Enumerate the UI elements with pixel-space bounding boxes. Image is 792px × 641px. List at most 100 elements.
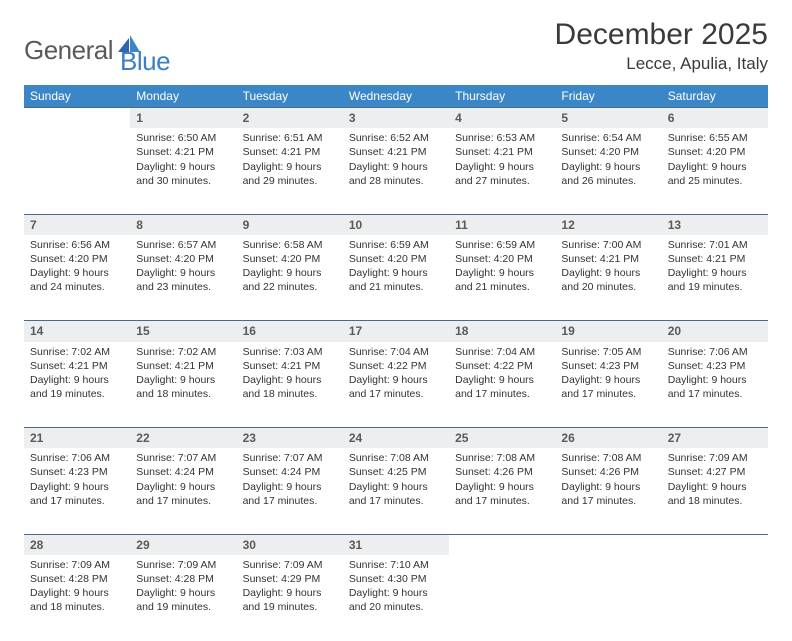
daylight-text: Daylight: 9 hours and 23 minutes. — [136, 266, 230, 294]
daylight-text: Daylight: 9 hours and 30 minutes. — [136, 160, 230, 188]
daylight-text: Daylight: 9 hours and 17 minutes. — [455, 480, 549, 508]
sunset-text: Sunset: 4:24 PM — [243, 465, 337, 479]
day-number-cell — [555, 534, 661, 555]
day-body-cell: Sunrise: 7:08 AMSunset: 4:25 PMDaylight:… — [343, 448, 449, 534]
day-number-cell: 30 — [237, 534, 343, 555]
sunset-text: Sunset: 4:20 PM — [136, 252, 230, 266]
day-number-cell: 5 — [555, 108, 661, 129]
day-number-cell: 19 — [555, 321, 661, 342]
day-body-cell: Sunrise: 7:09 AMSunset: 4:28 PMDaylight:… — [24, 555, 130, 641]
day-body-cell: Sunrise: 6:59 AMSunset: 4:20 PMDaylight:… — [343, 235, 449, 321]
weekday-header: Wednesday — [343, 85, 449, 108]
day-number-cell — [449, 534, 555, 555]
location-label: Lecce, Apulia, Italy — [555, 54, 768, 74]
sunrise-text: Sunrise: 7:10 AM — [349, 558, 443, 572]
daylight-text: Daylight: 9 hours and 17 minutes. — [30, 480, 124, 508]
day-body-cell — [24, 128, 130, 214]
day-body-cell: Sunrise: 7:09 AMSunset: 4:29 PMDaylight:… — [237, 555, 343, 641]
day-number-cell: 16 — [237, 321, 343, 342]
weekday-header: Friday — [555, 85, 661, 108]
day-number-cell: 29 — [130, 534, 236, 555]
day-number-cell: 24 — [343, 428, 449, 449]
day-number-row: 21222324252627 — [24, 428, 768, 449]
sunrise-text: Sunrise: 6:56 AM — [30, 238, 124, 252]
sunset-text: Sunset: 4:27 PM — [668, 465, 762, 479]
daylight-text: Daylight: 9 hours and 17 minutes. — [561, 480, 655, 508]
day-body-cell: Sunrise: 7:09 AMSunset: 4:28 PMDaylight:… — [130, 555, 236, 641]
daylight-text: Daylight: 9 hours and 17 minutes. — [136, 480, 230, 508]
sunset-text: Sunset: 4:26 PM — [455, 465, 549, 479]
sunrise-text: Sunrise: 7:05 AM — [561, 345, 655, 359]
weekday-header: Sunday — [24, 85, 130, 108]
sunset-text: Sunset: 4:30 PM — [349, 572, 443, 586]
day-body-cell: Sunrise: 7:06 AMSunset: 4:23 PMDaylight:… — [662, 342, 768, 428]
sunset-text: Sunset: 4:21 PM — [136, 145, 230, 159]
sunset-text: Sunset: 4:28 PM — [136, 572, 230, 586]
day-body-cell: Sunrise: 7:04 AMSunset: 4:22 PMDaylight:… — [343, 342, 449, 428]
day-body-row: Sunrise: 6:50 AMSunset: 4:21 PMDaylight:… — [24, 128, 768, 214]
sunrise-text: Sunrise: 7:06 AM — [30, 451, 124, 465]
daylight-text: Daylight: 9 hours and 18 minutes. — [243, 373, 337, 401]
daylight-text: Daylight: 9 hours and 17 minutes. — [243, 480, 337, 508]
daylight-text: Daylight: 9 hours and 25 minutes. — [668, 160, 762, 188]
day-number-cell: 14 — [24, 321, 130, 342]
sunset-text: Sunset: 4:20 PM — [243, 252, 337, 266]
day-body-cell: Sunrise: 6:51 AMSunset: 4:21 PMDaylight:… — [237, 128, 343, 214]
day-number-cell: 28 — [24, 534, 130, 555]
sunset-text: Sunset: 4:29 PM — [243, 572, 337, 586]
day-body-cell — [555, 555, 661, 641]
day-body-row: Sunrise: 7:06 AMSunset: 4:23 PMDaylight:… — [24, 448, 768, 534]
day-body-cell: Sunrise: 7:00 AMSunset: 4:21 PMDaylight:… — [555, 235, 661, 321]
day-number-row: 14151617181920 — [24, 321, 768, 342]
sunset-text: Sunset: 4:21 PM — [561, 252, 655, 266]
day-number-cell: 21 — [24, 428, 130, 449]
sunrise-text: Sunrise: 7:09 AM — [243, 558, 337, 572]
daylight-text: Daylight: 9 hours and 20 minutes. — [349, 586, 443, 614]
day-body-cell: Sunrise: 7:02 AMSunset: 4:21 PMDaylight:… — [130, 342, 236, 428]
logo-text-general: General — [24, 35, 113, 66]
sunset-text: Sunset: 4:25 PM — [349, 465, 443, 479]
day-body-cell: Sunrise: 6:55 AMSunset: 4:20 PMDaylight:… — [662, 128, 768, 214]
day-body-cell: Sunrise: 7:04 AMSunset: 4:22 PMDaylight:… — [449, 342, 555, 428]
sunrise-text: Sunrise: 7:00 AM — [561, 238, 655, 252]
sunrise-text: Sunrise: 6:53 AM — [455, 131, 549, 145]
day-number-cell: 13 — [662, 214, 768, 235]
weekday-header: Saturday — [662, 85, 768, 108]
sunrise-text: Sunrise: 6:58 AM — [243, 238, 337, 252]
day-body-cell: Sunrise: 6:50 AMSunset: 4:21 PMDaylight:… — [130, 128, 236, 214]
sunset-text: Sunset: 4:20 PM — [349, 252, 443, 266]
day-number-cell: 3 — [343, 108, 449, 129]
day-number-cell: 26 — [555, 428, 661, 449]
day-body-cell: Sunrise: 7:05 AMSunset: 4:23 PMDaylight:… — [555, 342, 661, 428]
sunrise-text: Sunrise: 7:07 AM — [243, 451, 337, 465]
daylight-text: Daylight: 9 hours and 19 minutes. — [668, 266, 762, 294]
daylight-text: Daylight: 9 hours and 19 minutes. — [136, 586, 230, 614]
sunrise-text: Sunrise: 7:09 AM — [668, 451, 762, 465]
day-number-cell: 15 — [130, 321, 236, 342]
sunrise-text: Sunrise: 6:51 AM — [243, 131, 337, 145]
day-number-cell: 10 — [343, 214, 449, 235]
day-number-cell — [662, 534, 768, 555]
sunrise-text: Sunrise: 6:50 AM — [136, 131, 230, 145]
day-number-cell: 31 — [343, 534, 449, 555]
day-body-cell — [449, 555, 555, 641]
daylight-text: Daylight: 9 hours and 20 minutes. — [561, 266, 655, 294]
day-number-cell: 1 — [130, 108, 236, 129]
sunset-text: Sunset: 4:21 PM — [349, 145, 443, 159]
day-body-row: Sunrise: 7:09 AMSunset: 4:28 PMDaylight:… — [24, 555, 768, 641]
sunrise-text: Sunrise: 7:09 AM — [136, 558, 230, 572]
sunrise-text: Sunrise: 6:52 AM — [349, 131, 443, 145]
day-body-cell: Sunrise: 6:56 AMSunset: 4:20 PMDaylight:… — [24, 235, 130, 321]
day-body-cell: Sunrise: 6:54 AMSunset: 4:20 PMDaylight:… — [555, 128, 661, 214]
daylight-text: Daylight: 9 hours and 17 minutes. — [349, 373, 443, 401]
daylight-text: Daylight: 9 hours and 26 minutes. — [561, 160, 655, 188]
day-body-cell: Sunrise: 7:01 AMSunset: 4:21 PMDaylight:… — [662, 235, 768, 321]
day-number-cell: 9 — [237, 214, 343, 235]
daylight-text: Daylight: 9 hours and 18 minutes. — [30, 586, 124, 614]
day-number-cell: 18 — [449, 321, 555, 342]
day-number-cell: 2 — [237, 108, 343, 129]
daylight-text: Daylight: 9 hours and 19 minutes. — [30, 373, 124, 401]
day-number-row: 123456 — [24, 108, 768, 129]
day-number-cell: 17 — [343, 321, 449, 342]
sunset-text: Sunset: 4:21 PM — [30, 359, 124, 373]
